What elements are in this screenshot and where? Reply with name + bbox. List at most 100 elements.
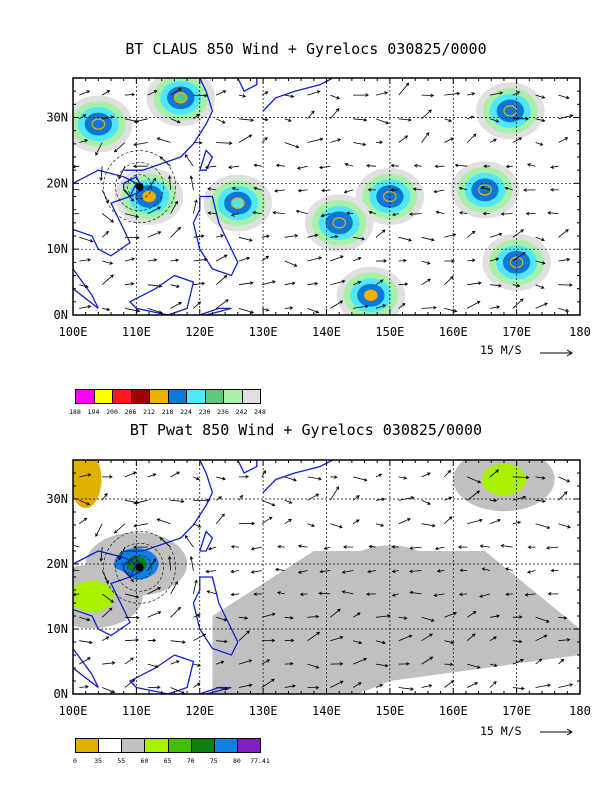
wind-vector (366, 164, 376, 168)
wind-vector (207, 546, 217, 551)
wind-vector (527, 545, 536, 549)
wind-vector (207, 187, 217, 191)
wind-vector (353, 118, 368, 122)
wind-vector (307, 233, 319, 238)
wind-vector (512, 686, 525, 691)
wind-vector (124, 235, 140, 240)
wind-vector (375, 91, 389, 96)
wind-vector (147, 611, 162, 618)
wind-vector (558, 308, 570, 313)
wind-vector (525, 211, 536, 216)
gyre-ring (115, 162, 164, 211)
x-tick-label: 150E (375, 704, 404, 718)
wind-vector (391, 212, 399, 217)
wind-vector (489, 681, 497, 688)
cloud-core-6 (232, 198, 244, 208)
x-tick-label: 180 (569, 704, 591, 718)
wind-vector (408, 569, 422, 574)
wind-vector (535, 634, 548, 642)
wind-vector (147, 90, 158, 96)
wind-vector (102, 475, 113, 479)
wind-vector (467, 258, 476, 263)
wind-vector (489, 519, 501, 525)
wind-vector (261, 638, 276, 643)
coastline-3 (199, 149, 214, 171)
wind-vector (375, 473, 383, 478)
wind-vector (274, 567, 285, 572)
wind-vector (261, 678, 275, 688)
wind-vector (535, 236, 545, 242)
wind-vector (444, 680, 455, 688)
wind-vector (79, 90, 91, 96)
coastline-4 (192, 576, 239, 656)
wind-vector (444, 469, 452, 478)
wind-vector (147, 638, 157, 643)
wind-vector (344, 162, 354, 167)
wind-vector (489, 498, 498, 503)
wind-vector (489, 138, 497, 143)
cloud-core-4 (365, 290, 377, 300)
wind-vector (352, 257, 362, 262)
wind-vector (535, 476, 546, 480)
x-tick-label: 130E (249, 325, 278, 339)
x-tick-label: 120E (185, 704, 214, 718)
wind-vector (73, 212, 80, 216)
wind-vector (252, 211, 262, 215)
wind-vector (512, 117, 530, 121)
colorbar-tick-label: 218 (161, 408, 174, 416)
top-chart: 100E 110E 120E 130E 140E 150E 160E 170E 180 0N 10N… (46, 77, 591, 357)
wind-vector (444, 516, 453, 524)
wind-vector (444, 308, 458, 313)
wind-vector (330, 608, 341, 618)
wind-vector (435, 210, 445, 215)
wind-vector (205, 165, 217, 169)
wind-vector (318, 591, 331, 596)
wind-vector (398, 518, 411, 525)
wind-vector (95, 523, 103, 537)
wind-vector (546, 546, 559, 550)
wind-vector (375, 140, 384, 145)
wind-vector (147, 663, 159, 669)
colorbar-tick-label: 35 (94, 757, 103, 765)
wind-vector (454, 163, 468, 168)
wind-vector (352, 657, 368, 665)
wind-vector (124, 189, 134, 202)
cloud-core-0 (143, 192, 155, 201)
wind-vector (535, 260, 546, 265)
wind-vector (79, 304, 92, 309)
top-chart-title: BT CLAUS 850 Wind + Gyrelocs 030825/0000 (125, 40, 487, 58)
coastline-7 (262, 78, 334, 112)
wind-vector (523, 188, 536, 192)
y-tick-label: 0N (54, 687, 68, 701)
wind-vector (261, 117, 269, 122)
wind-vector (193, 523, 202, 528)
wind-vector (398, 282, 409, 286)
wind-vector (73, 188, 80, 191)
wind-vector (375, 523, 385, 527)
wind-vector (132, 545, 148, 549)
wind-vector (489, 118, 500, 123)
wind-vector (444, 233, 457, 238)
bottom-chart-title: BT Pwat 850 Wind + Gyrelocs 030825/0000 (129, 421, 483, 439)
wind-vector (101, 90, 111, 96)
wind-vector (436, 569, 445, 573)
colorbar-tick-label: 80 (232, 757, 241, 765)
wind-vector (216, 639, 228, 644)
wind-vector (353, 93, 370, 97)
y-tick-label: 10N (46, 622, 68, 636)
x-tick-label: 110E (122, 325, 151, 339)
wind-vector (512, 639, 523, 644)
gyre-center-marker (135, 563, 144, 572)
wind-vector (238, 683, 253, 688)
x-tick-label: 110E (122, 704, 151, 718)
colorbar-tick-label: 188 (69, 408, 81, 416)
wind-vector (459, 568, 468, 573)
wind-vector (79, 640, 93, 645)
wind-vector (489, 614, 501, 618)
wind-vector (481, 567, 491, 571)
wind-vector (390, 163, 399, 168)
cloud-core-5 (333, 218, 345, 228)
wind-vector (421, 236, 435, 242)
plot-area (73, 78, 574, 315)
wind-vector (250, 546, 262, 551)
